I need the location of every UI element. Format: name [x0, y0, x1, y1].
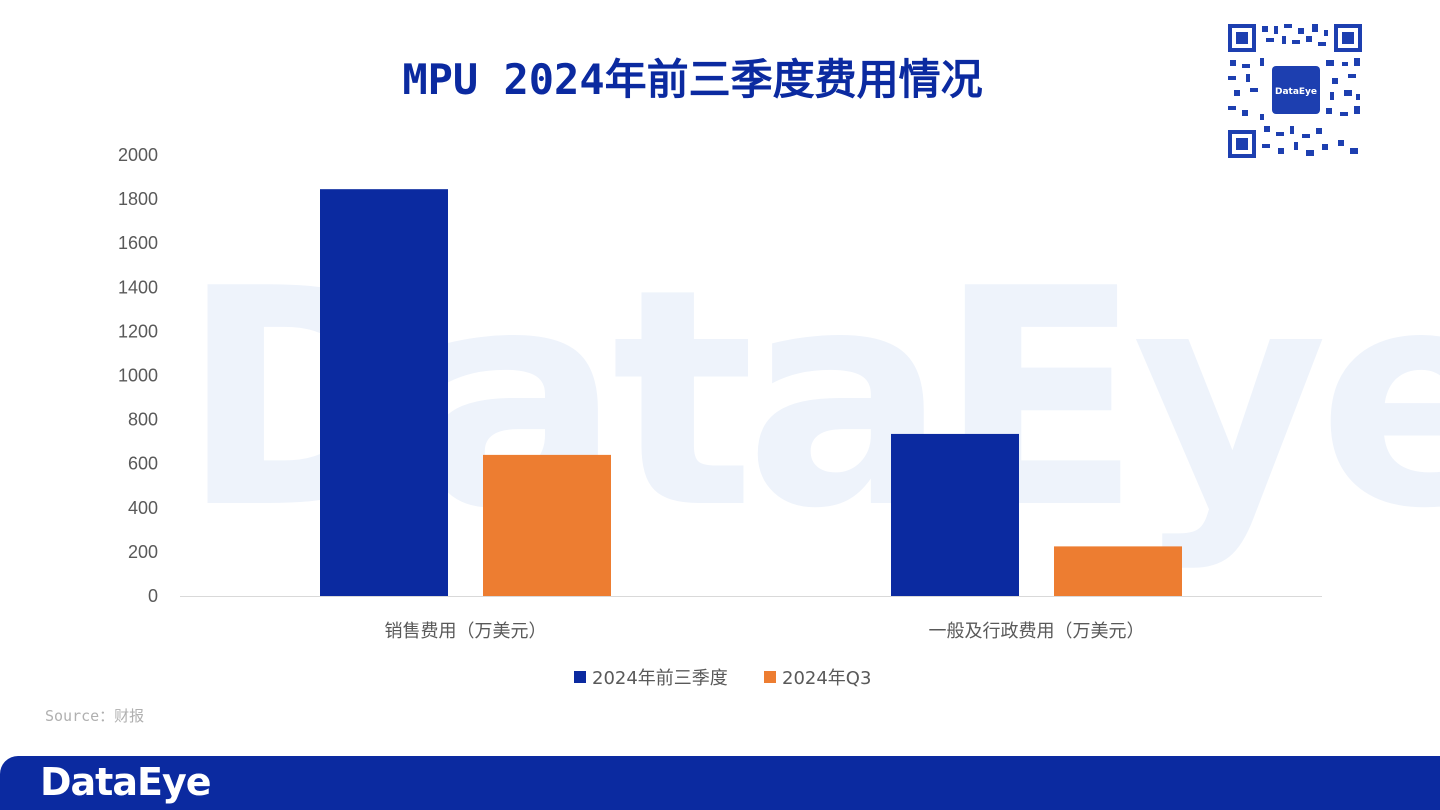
bar	[483, 454, 611, 596]
legend-swatch	[574, 671, 586, 683]
qr-code: DataEye	[1226, 22, 1364, 160]
y-tick-label: 800	[128, 410, 158, 430]
y-tick-label: 0	[148, 586, 158, 606]
bar-chart: 0 200 400 600 800 1000 1200 1400 1600 1800 2000 销售费…	[118, 145, 1322, 689]
y-tick-label: 1600	[118, 233, 158, 253]
legend-swatch	[764, 671, 776, 683]
footer-brand-logo: DataEye	[40, 760, 211, 804]
y-tick-label: 1200	[118, 321, 158, 341]
x-tick-label: 销售费用（万美元）	[385, 621, 547, 642]
y-tick-label: 1400	[118, 277, 158, 297]
y-tick-label: 600	[128, 454, 158, 474]
y-tick-label: 1000	[118, 366, 158, 386]
chart-title: MPU 2024年前三季度费用情况	[402, 55, 983, 104]
legend-label: 2024年前三季度	[592, 668, 728, 689]
bar	[1054, 546, 1182, 596]
source-note: Source：财报	[45, 707, 145, 725]
bar	[320, 189, 448, 597]
legend-label: 2024年Q3	[782, 668, 871, 689]
y-tick-label: 400	[128, 498, 158, 518]
y-tick-label: 200	[128, 542, 158, 562]
bar	[891, 433, 1019, 596]
x-tick-label: 一般及行政费用（万美元）	[929, 621, 1145, 642]
footer-bar: DataEye	[0, 756, 1440, 810]
y-tick-label: 1800	[118, 189, 158, 209]
qr-logo-text: DataEye	[1275, 87, 1317, 97]
y-tick-label: 2000	[118, 145, 158, 165]
